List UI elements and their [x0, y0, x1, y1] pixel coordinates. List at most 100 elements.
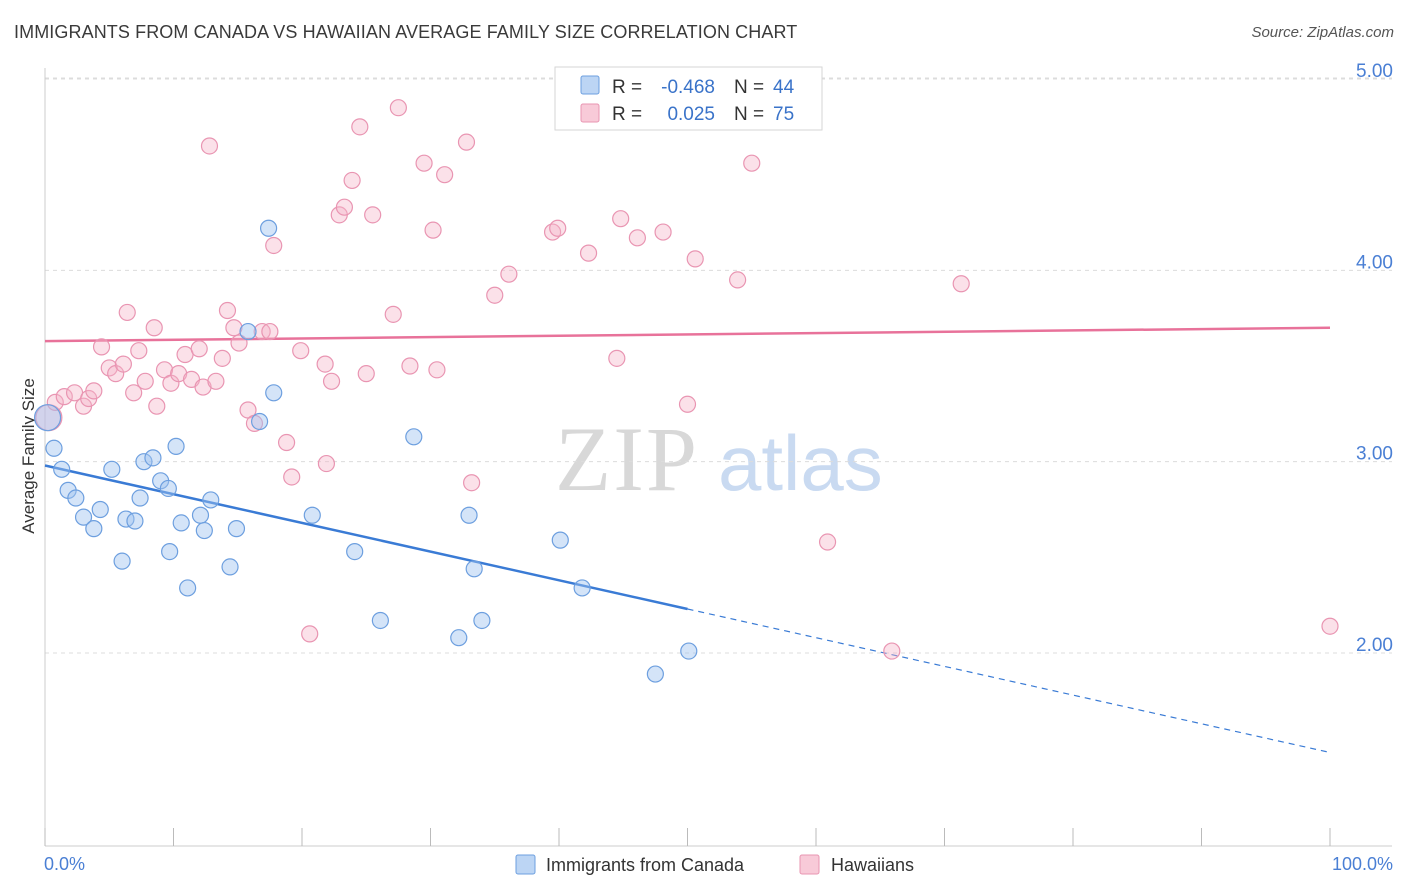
point-hawaiians	[729, 271, 747, 289]
point-hawaiians	[125, 384, 143, 402]
point-hawaiians	[436, 166, 454, 184]
point-hawaiians	[389, 99, 407, 117]
point-canada	[473, 611, 491, 630]
point-hawaiians	[628, 229, 646, 247]
watermark-zip: ZIP	[555, 408, 699, 510]
point-canada	[405, 428, 423, 446]
point-hawaiians	[261, 322, 279, 341]
point-canada	[144, 449, 162, 467]
point-hawaiians	[46, 393, 64, 411]
point-hawaiians	[92, 338, 111, 356]
trend-line-canada-extrapolated	[687, 608, 1331, 754]
point-canada	[680, 642, 698, 660]
gridlines	[45, 77, 1392, 654]
point-canada	[259, 219, 278, 237]
point-hawaiians	[357, 365, 375, 383]
point-canada	[74, 508, 93, 526]
point-canada	[33, 404, 62, 432]
point-hawaiians	[463, 474, 481, 492]
point-canada	[346, 542, 364, 561]
point-hawaiians	[200, 137, 219, 155]
legend-swatch-pink	[580, 103, 600, 123]
point-hawaiians	[265, 236, 283, 255]
point-hawaiians	[322, 372, 341, 390]
point-hawaiians	[952, 275, 970, 293]
point-hawaiians	[136, 372, 154, 390]
point-canada	[179, 579, 197, 597]
watermark: ZIP atlas	[555, 408, 883, 510]
point-canada	[91, 500, 109, 519]
point-hawaiians	[213, 349, 231, 367]
point-canada	[202, 491, 220, 509]
series-legend-label-hawaiians: Hawaiians	[831, 855, 914, 875]
point-hawaiians	[100, 359, 118, 377]
point-hawaiians	[883, 642, 901, 660]
point-hawaiians	[130, 342, 148, 360]
legend-r-label: R =	[612, 104, 642, 125]
trend-line-canada	[44, 464, 688, 611]
point-canada	[135, 453, 153, 471]
legend-r-label: R =	[612, 77, 642, 98]
legend-n-label: N =	[734, 77, 764, 98]
stats-legend: R = -0.468 N = 44 R = 0.025 N = 75	[554, 66, 823, 131]
series-legend-swatch-hawaiians	[799, 854, 820, 875]
point-canada	[460, 506, 478, 524]
point-hawaiians	[612, 210, 630, 228]
y-tick-label: 2.00	[1356, 635, 1393, 656]
point-hawaiians	[316, 355, 334, 373]
point-hawaiians	[292, 342, 310, 360]
point-canada	[303, 506, 321, 524]
point-hawaiians	[85, 382, 103, 400]
x-tick-labels: 0.0% 100.0%	[44, 854, 1393, 874]
point-canada	[126, 512, 144, 530]
point-hawaiians	[500, 265, 518, 283]
y-tick-label: 3.00	[1356, 444, 1393, 465]
point-hawaiians	[401, 357, 419, 375]
y-axis-label: Average Family Size	[19, 378, 38, 534]
point-hawaiians	[818, 533, 837, 551]
point-canada	[551, 531, 569, 549]
point-canada	[265, 384, 283, 402]
point-hawaiians	[218, 301, 237, 320]
point-hawaiians	[148, 397, 166, 415]
point-hawaiians	[686, 250, 704, 268]
point-canada	[239, 322, 257, 341]
point-canada	[646, 665, 664, 683]
chart-title: IMMIGRANTS FROM CANADA VS HAWAIIAN AVERA…	[14, 22, 798, 42]
point-hawaiians	[608, 349, 626, 367]
point-canada	[191, 506, 210, 524]
point-hawaiians	[145, 319, 163, 337]
point-hawaiians	[283, 468, 301, 486]
point-hawaiians	[549, 219, 567, 237]
series-legend-label-canada: Immigrants from Canada	[546, 855, 745, 875]
point-canada	[227, 520, 246, 538]
axes	[44, 68, 1392, 847]
point-hawaiians	[301, 625, 319, 643]
point-hawaiians	[428, 361, 446, 379]
point-hawaiians	[118, 303, 136, 322]
x-tick-label: 100.0%	[1332, 854, 1393, 874]
point-canada	[371, 611, 389, 630]
point-hawaiians	[343, 171, 361, 190]
chart-source: Source: ZipAtlas.com	[1251, 24, 1394, 41]
legend-swatch-blue	[580, 75, 600, 95]
point-hawaiians	[317, 454, 336, 473]
legend-r-value-blue: -0.468	[661, 77, 715, 98]
point-canada	[250, 412, 269, 431]
point-canada	[67, 489, 85, 507]
point-canada	[161, 542, 179, 561]
point-canada	[221, 558, 239, 576]
point-hawaiians	[351, 118, 369, 136]
point-canada	[45, 439, 63, 457]
legend-n-value-blue: 44	[773, 77, 795, 98]
point-hawaiians	[424, 221, 442, 239]
point-hawaiians	[457, 133, 476, 151]
point-hawaiians	[114, 355, 132, 373]
point-hawaiians	[579, 244, 598, 262]
point-hawaiians	[678, 395, 697, 413]
trend-lines	[44, 326, 1331, 754]
point-hawaiians	[743, 154, 761, 172]
point-canada	[167, 437, 185, 455]
point-hawaiians	[230, 334, 248, 352]
point-hawaiians	[1321, 617, 1339, 635]
